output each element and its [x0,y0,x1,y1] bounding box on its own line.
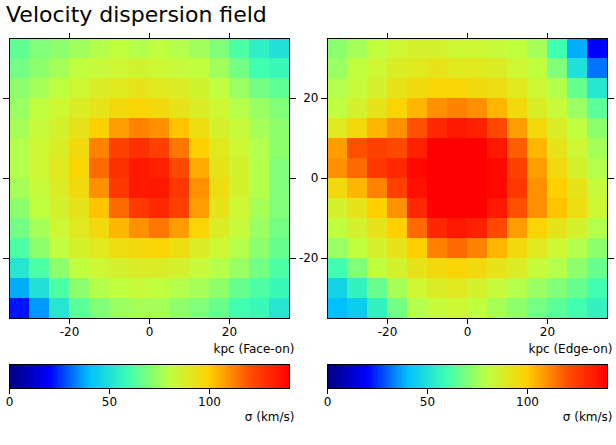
svg-text:-20: -20 [299,251,319,265]
svg-text:0: 0 [146,325,154,339]
svg-text:50: 50 [102,395,117,409]
svg-text:kpc (Face-on): kpc (Face-on) [214,342,295,356]
svg-text:20: 20 [540,325,555,339]
svg-text:0: 0 [324,395,332,409]
svg-text:50: 50 [420,395,435,409]
svg-text:20: 20 [222,325,237,339]
svg-text:0: 0 [464,325,472,339]
svg-text:-20: -20 [378,325,398,339]
svg-text:σ (km/s): σ (km/s) [563,410,613,424]
svg-text:100: 100 [198,395,221,409]
svg-text:-20: -20 [60,325,80,339]
html-text:Velocity dispersion field: Velocity dispersion field [6,2,267,27]
svg-text:kpc (Edge-on): kpc (Edge-on) [528,342,612,356]
svg-text:20: 20 [303,91,318,105]
svg-text:0: 0 [311,171,319,185]
svg-text:σ (km/s): σ (km/s) [245,410,295,424]
svg-text:0: 0 [6,395,14,409]
svg-text:100: 100 [516,395,539,409]
